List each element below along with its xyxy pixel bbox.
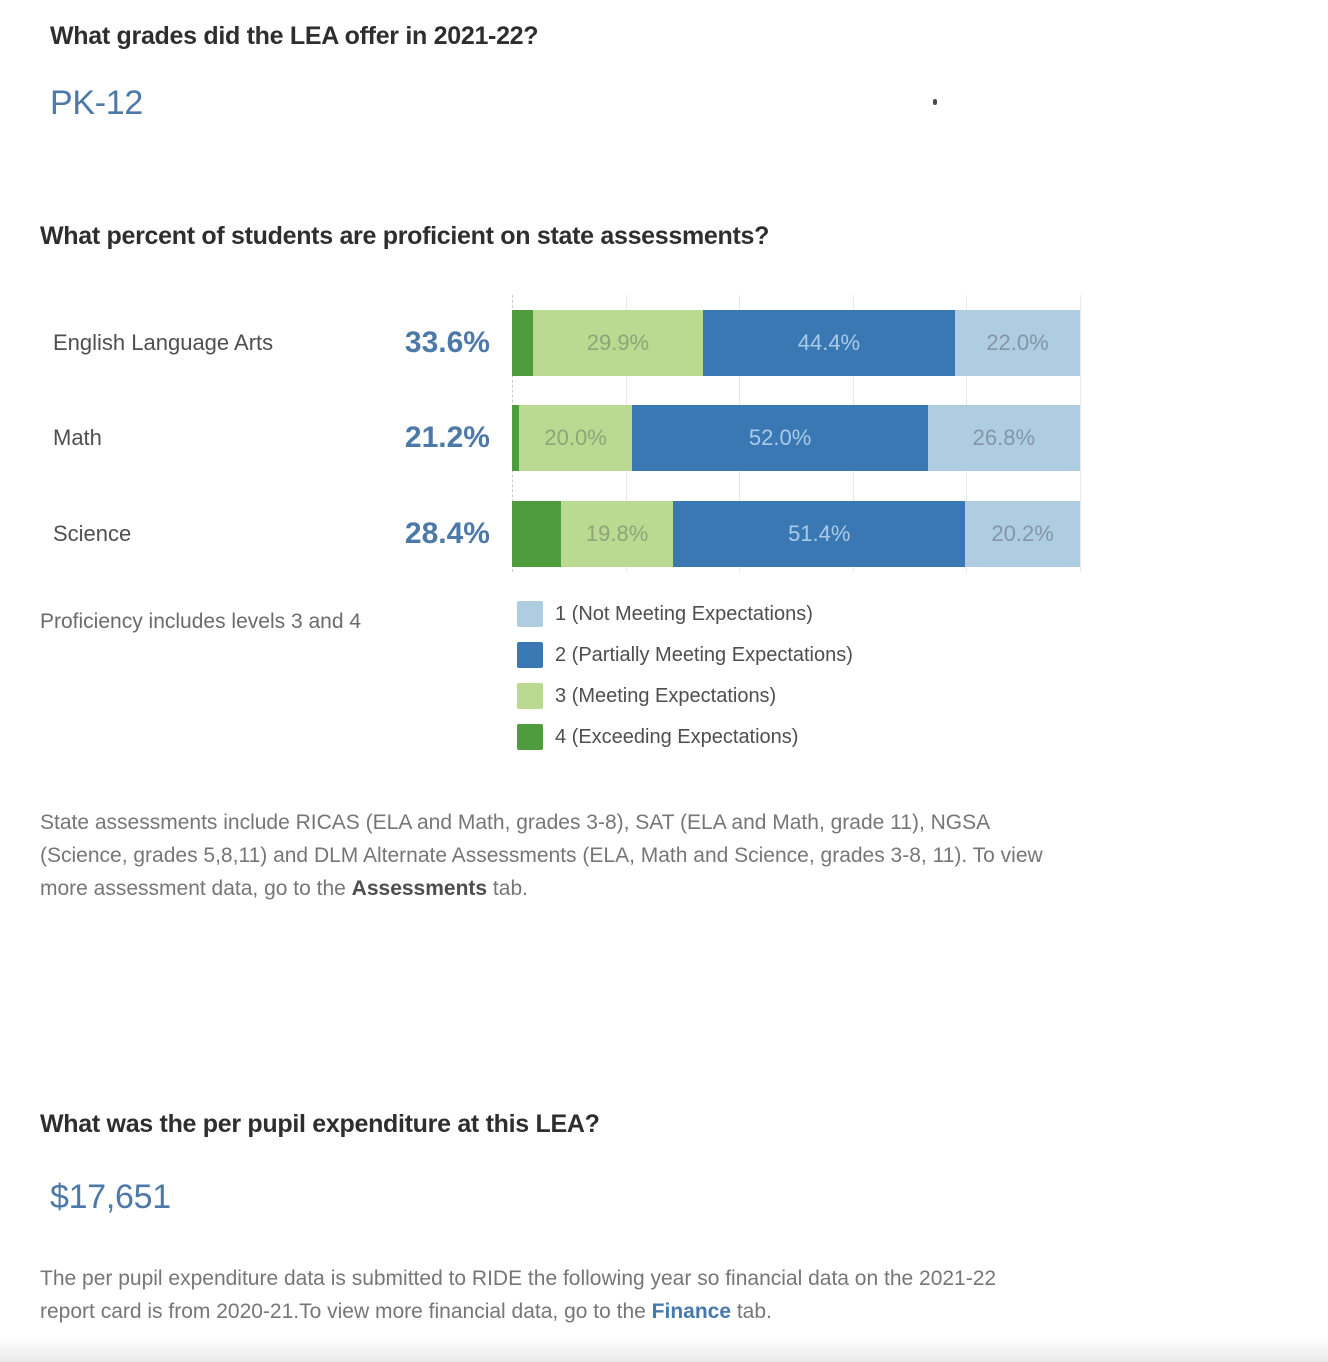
segment-value-label: 20.0% [544,425,607,450]
legend-item-level-1[interactable]: 1 (Not Meeting Expectations) [517,601,853,627]
bottom-edge-strip [0,1338,1328,1362]
bar-segment[interactable]: 20.2% [965,501,1080,567]
bar-segment[interactable] [512,405,519,471]
assessments-note: State assessments include RICAS (ELA and… [40,806,1045,905]
chart-row-0: English Language Arts 33.6% 29.9% 44.4% 22.0… [40,310,1080,376]
segment-value-label: 19.8% [585,521,649,546]
legend-item-level-2[interactable]: 2 (Partially Meeting Expectations) [517,642,853,668]
legend-label-level-3: 3 (Meeting Expectations) [555,684,777,707]
legend-swatch-level-4 [517,724,543,750]
segment-value-label: 52.0% [748,425,812,450]
bar-segment[interactable]: 19.8% [560,501,674,567]
assessments-note-text-after: tab. [487,877,528,900]
bar-segment[interactable]: 44.4% [702,310,956,376]
legend-label-level-2: 2 (Partially Meeting Expectations) [555,643,853,666]
assessments-note-text: State assessments include RICAS (ELA and… [40,811,1043,900]
category-label: Math [53,425,102,450]
proficiency-value: 33.6% [404,326,490,359]
proficiency-note: Proficiency includes levels 3 and 4 [40,610,362,633]
gridline-100-pct [1080,295,1081,572]
finance-note-text-after: tab. [731,1300,772,1323]
finance-note-text: The per pupil expenditure data is submit… [40,1267,997,1323]
legend-swatch-level-3 [517,683,543,709]
legend-swatch-level-1 [517,601,543,627]
legend-item-level-3[interactable]: 3 (Meeting Expectations) [517,683,853,709]
proficiency-value: 28.4% [404,517,490,550]
stray-mark [933,99,937,105]
expenditure-answer: $17,651 [50,1178,171,1216]
legend-label-level-1: 1 (Not Meeting Expectations) [555,602,813,625]
bar-segment[interactable]: 22.0% [955,310,1080,376]
bar-segment[interactable]: 20.0% [518,405,633,471]
expenditure-question: What was the per pupil expenditure at th… [40,1110,600,1138]
bar-segment[interactable] [512,310,534,376]
bar-segment[interactable]: 26.8% [927,405,1080,471]
segment-value-label: 26.8% [972,425,1036,450]
finance-tab-reference: Finance [651,1300,732,1323]
stacked-bar: 19.8% 51.4% 20.2% [512,501,1080,567]
stacked-bar: 20.0% 52.0% 26.8% [512,405,1080,471]
grades-answer: PK-12 [50,84,143,122]
segment-value-label: 22.0% [986,330,1049,355]
proficiency-value: 21.2% [404,421,490,454]
category-label: Science [53,521,132,546]
segment-value-label: 29.9% [586,330,650,355]
chart-row-1: Math 21.2% 20.0% 52.0% 26.8% [40,405,1080,471]
segment-value-label: 51.4% [788,521,851,546]
finance-note: The per pupil expenditure data is submit… [40,1262,1045,1328]
proficiency-question: What percent of students are proficient … [40,222,770,250]
legend-label-level-4: 4 (Exceeding Expectations) [555,725,799,748]
segment-value-label: 44.4% [797,330,861,355]
segment-value-label: 20.2% [991,521,1054,546]
bar-segment[interactable]: 29.9% [533,310,703,376]
chart-row-2: Science 28.4% 19.8% 51.4% 20.2% [40,501,1080,567]
bar-segment[interactable]: 52.0% [632,405,928,471]
bar-segment[interactable]: 51.4% [673,501,966,567]
chart-legend: 1 (Not Meeting Expectations) 2 (Partially… [517,601,853,765]
legend-swatch-level-2 [517,642,543,668]
legend-item-level-4[interactable]: 4 (Exceeding Expectations) [517,724,853,750]
assessments-tab-reference: Assessments [351,877,488,900]
category-label: English Language Arts [53,330,274,355]
proficiency-stacked-bar-chart: English Language Arts 33.6% 29.9% 44.4% 22.0… [40,295,1081,572]
bar-segment[interactable] [512,501,561,567]
grades-question: What grades did the LEA offer in 2021-22… [50,22,539,50]
stacked-bar: 29.9% 44.4% 22.0% [512,310,1080,376]
